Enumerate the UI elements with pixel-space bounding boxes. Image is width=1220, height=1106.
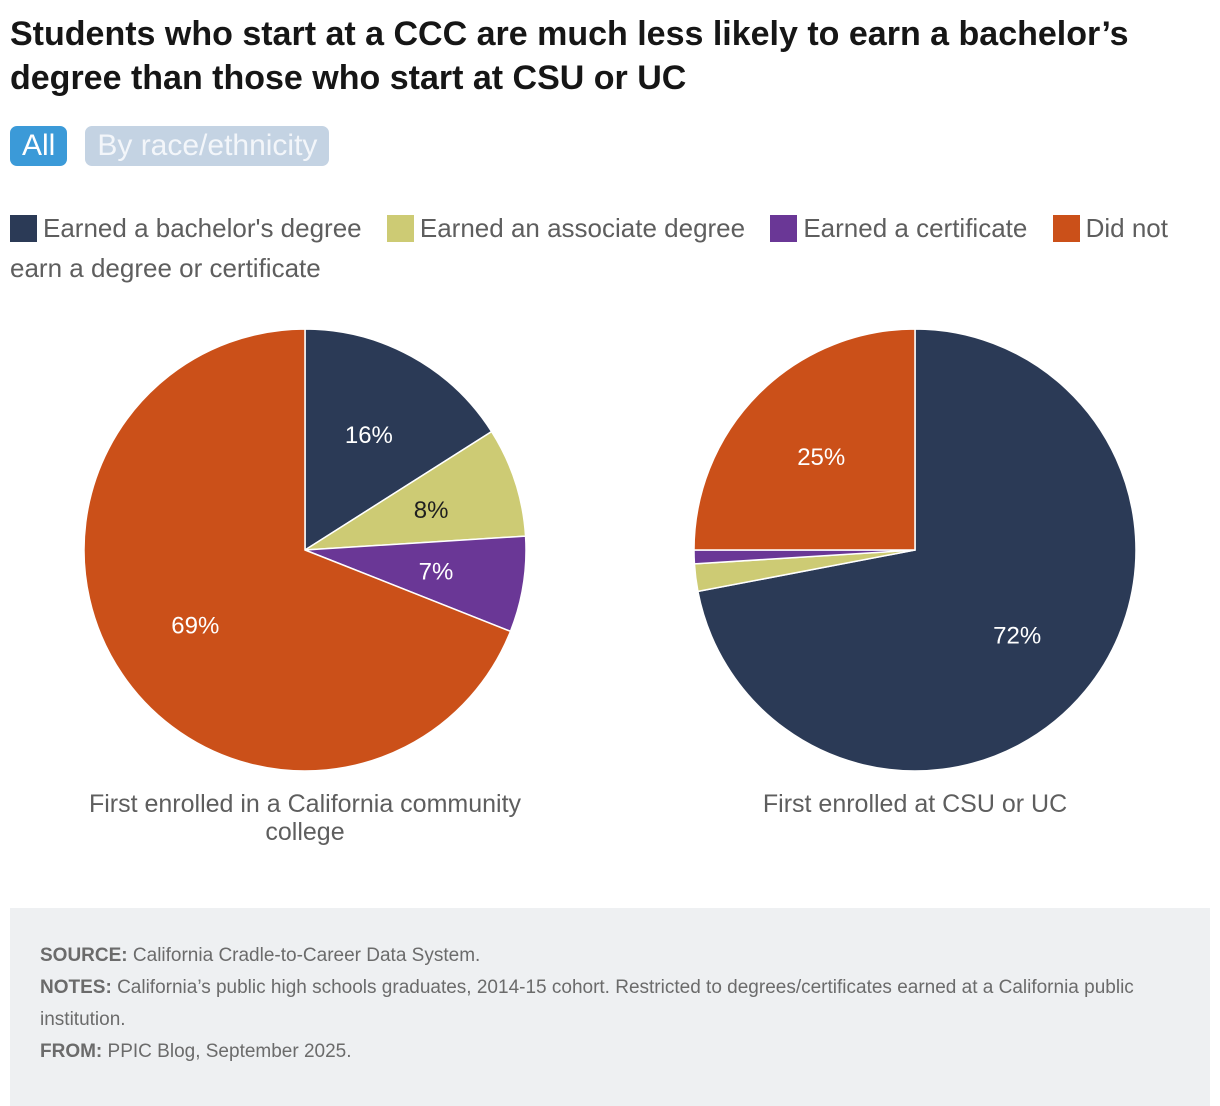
legend-item-bachelor: Earned a bachelor's degree xyxy=(10,213,362,243)
view-tabs: All By race/ethnicity xyxy=(10,126,330,166)
legend-label-associate: Earned an associate degree xyxy=(419,213,746,243)
notes-text: California’s public high schools graduat… xyxy=(40,977,1134,1030)
pie-slice-ccc-none xyxy=(83,328,512,772)
pie-label-ccc-bachelor: 16% xyxy=(345,422,393,449)
from-label: FROM: xyxy=(40,1041,103,1062)
legend-swatch-certificate xyxy=(770,215,798,242)
notes-panel: SOURCE: California Cradle-to-Career Data… xyxy=(10,908,1210,1106)
legend-label-none: Did not earn a degree or certificate xyxy=(10,213,1168,283)
pie-label-csu-uc-none: 25% xyxy=(797,444,845,471)
tab-by-race-ethnicity[interactable]: By race/ethnicity xyxy=(85,126,330,166)
chart-title: Students who start at a CCC are much les… xyxy=(10,15,1129,97)
legend-item-associate: Earned an associate degree xyxy=(386,213,746,243)
pie-caption-ccc: First enrolled in a California community… xyxy=(88,790,522,846)
source-line: SOURCE: California Cradle-to-Career Data… xyxy=(40,940,1180,972)
pie-slice-csu-uc-bachelor xyxy=(697,328,1137,772)
legend-item-none: Did not earn a degree or certificate xyxy=(10,213,1168,283)
pie-caption-csu-uc: First enrolled at CSU or UC xyxy=(762,790,1068,818)
source-text: California Cradle-to-Career Data System. xyxy=(132,945,481,966)
pie-label-ccc-certificate: 7% xyxy=(419,559,454,586)
notes-line: NOTES: California’s public high schools … xyxy=(40,972,1180,1036)
legend-label-certificate: Earned a certificate xyxy=(803,213,1028,243)
legend-swatch-associate xyxy=(386,215,414,242)
legend-swatch-bachelor xyxy=(10,215,37,242)
from-text: PPIC Blog, September 2025. xyxy=(107,1041,352,1062)
legend-label-bachelor: Earned a bachelor's degree xyxy=(43,213,362,243)
pie-label-ccc-associate: 8% xyxy=(414,497,449,524)
notes-label: NOTES: xyxy=(40,977,112,998)
legend-swatch-none xyxy=(1052,215,1080,242)
pie-label-ccc-none: 69% xyxy=(171,613,219,640)
pie-slice-csu-uc-none xyxy=(693,328,916,551)
legend-item-certificate: Earned a certificate xyxy=(770,213,1027,243)
source-label: SOURCE: xyxy=(40,945,128,966)
tab-all[interactable]: All xyxy=(10,126,68,166)
pie-slice-ccc-associate xyxy=(304,430,527,551)
pie-slice-ccc-bachelor xyxy=(304,328,493,552)
pie-charts: 16% 8% 7% 69% 72% 25% xyxy=(83,328,1137,772)
legend: Earned a bachelor's degree Earned an ass… xyxy=(10,208,1190,288)
pie-label-csu-uc-bachelor: 72% xyxy=(993,623,1041,650)
from-line: FROM: PPIC Blog, September 2025. xyxy=(40,1036,1180,1068)
